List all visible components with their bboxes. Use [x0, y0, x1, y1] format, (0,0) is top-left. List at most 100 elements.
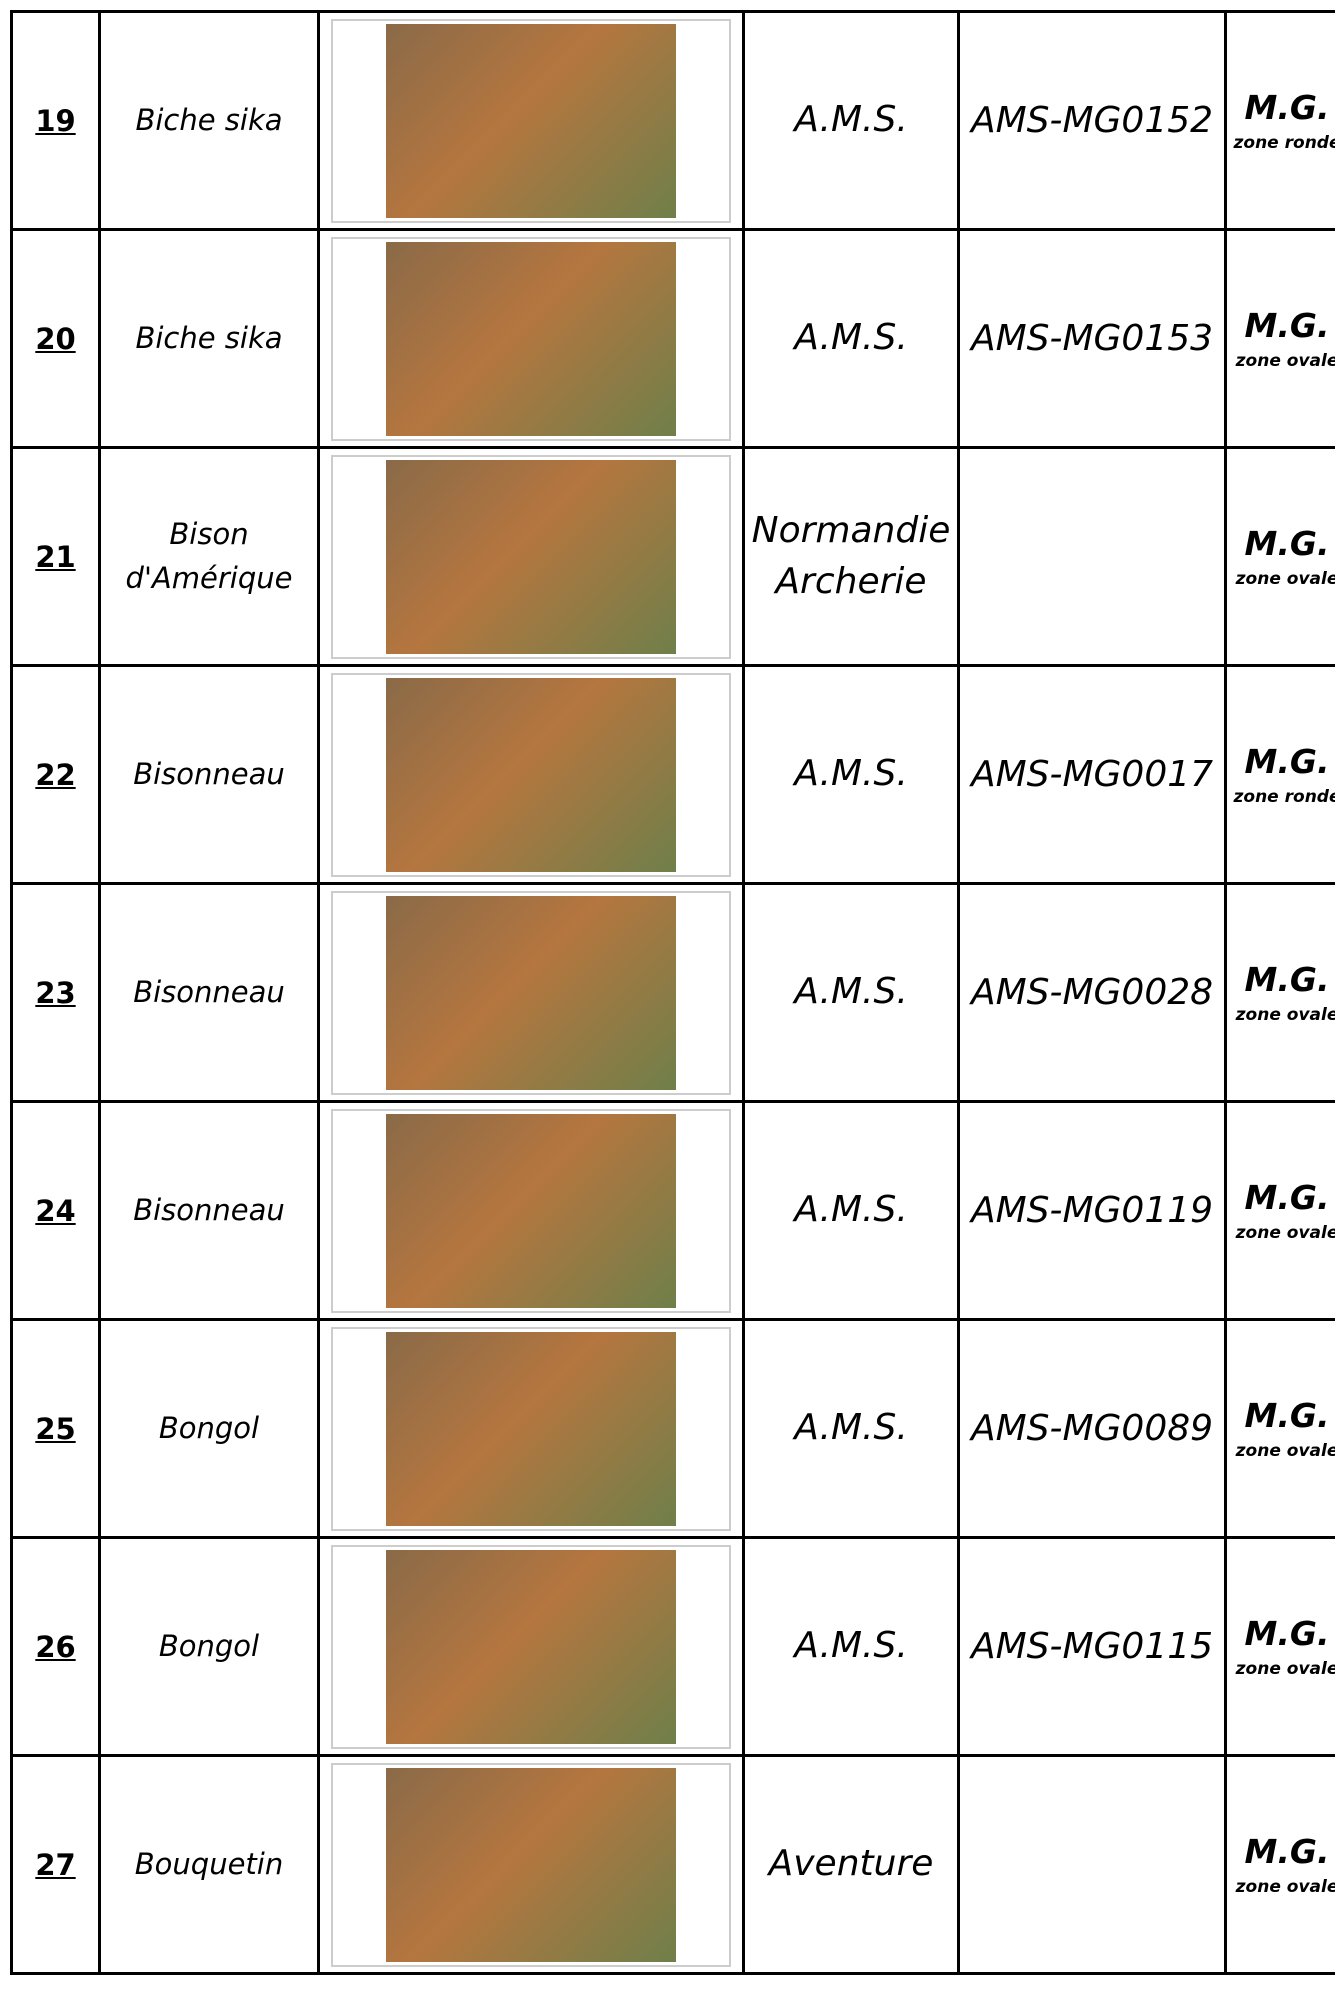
table-row: 24 Bisonneau A.M.S. AMS-MG0119 M.G. zone oval… [10, 1100, 1335, 1321]
zone-cell: M.G. zone ovale [1224, 882, 1335, 1103]
zone-label: M.G. [1244, 88, 1330, 127]
maker: Normandie Archerie [742, 446, 960, 667]
animal-name: Bisonneau [98, 882, 320, 1103]
image-frame [331, 236, 731, 441]
target-number: 27 [10, 1754, 101, 1975]
table-row: 26 Bongol A.M.S. AMS-MG0115 M.G. zone ovale [10, 1536, 1335, 1757]
zone-type: zone ovale [1235, 1659, 1335, 1679]
animal-name: Bisonneau [98, 664, 320, 885]
table-body: 19 Biche sika A.M.S. AMS-MG0152 M.G. zone ron… [10, 10, 1335, 1975]
target-number: 24 [10, 1100, 101, 1321]
zone-type: zone ronde [1233, 787, 1335, 807]
reference-empty [957, 1754, 1227, 1975]
zone-type: zone ovale [1235, 1223, 1335, 1243]
zone-type: zone ronde [1233, 133, 1335, 153]
target-number: 22 [10, 664, 101, 885]
maker: Aventure [742, 1754, 960, 1975]
target-photo [386, 1767, 676, 1962]
zone-label: M.G. [1244, 1178, 1330, 1217]
animal-name: Biche sika [98, 228, 320, 449]
zone-cell: M.G. zone ovale [1224, 1536, 1335, 1757]
image-frame [331, 890, 731, 1095]
target-photo [386, 241, 676, 436]
table-row: 23 Bisonneau A.M.S. AMS-MG0028 M.G. zone oval… [10, 882, 1335, 1103]
zone-cell: M.G. zone ovale [1224, 1100, 1335, 1321]
image-cell [317, 882, 745, 1103]
target-number: 23 [10, 882, 101, 1103]
table-row: 21 Bison d'Amérique Normandie Archerie M.G.… [10, 446, 1335, 667]
maker: A.M.S. [742, 664, 960, 885]
reference: AMS-MG0028 [957, 882, 1227, 1103]
target-photo [386, 1331, 676, 1526]
zone-label: M.G. [1244, 960, 1330, 999]
reference: AMS-MG0152 [957, 10, 1227, 231]
target-photo [386, 1113, 676, 1308]
target-number: 20 [10, 228, 101, 449]
animal-name: Biche sika [98, 10, 320, 231]
table-row: 19 Biche sika A.M.S. AMS-MG0152 M.G. zone ron… [10, 10, 1335, 231]
maker: A.M.S. [742, 10, 960, 231]
image-cell [317, 228, 745, 449]
target-photo [386, 677, 676, 872]
target-photo [386, 459, 676, 654]
table-row: 27 Bouquetin Aventure M.G. zone ovale [10, 1754, 1335, 1975]
image-cell [317, 1100, 745, 1321]
reference: AMS-MG0017 [957, 664, 1227, 885]
zone-type: zone ovale [1235, 569, 1335, 589]
image-cell [317, 446, 745, 667]
target-photo [386, 1549, 676, 1744]
image-frame [331, 1544, 731, 1749]
image-frame [331, 1108, 731, 1313]
image-frame [331, 1326, 731, 1531]
target-number: 21 [10, 446, 101, 667]
image-cell [317, 1536, 745, 1757]
target-number: 26 [10, 1536, 101, 1757]
targets-table: 19 Biche sika A.M.S. AMS-MG0152 M.G. zone ron… [10, 10, 1335, 1975]
zone-cell: M.G. zone ronde [1224, 10, 1335, 231]
image-frame [331, 1762, 731, 1967]
target-photo [386, 23, 676, 218]
zone-cell: M.G. zone ovale [1224, 446, 1335, 667]
maker: A.M.S. [742, 228, 960, 449]
target-number: 19 [10, 10, 101, 231]
reference: AMS-MG0153 [957, 228, 1227, 449]
table-row: 25 Bongol A.M.S. AMS-MG0089 M.G. zone ovale [10, 1318, 1335, 1539]
reference: AMS-MG0115 [957, 1536, 1227, 1757]
zone-cell: M.G. zone ovale [1224, 1754, 1335, 1975]
animal-name: Bisonneau [98, 1100, 320, 1321]
zone-label: M.G. [1244, 1832, 1330, 1871]
image-frame [331, 18, 731, 223]
maker: A.M.S. [742, 1100, 960, 1321]
zone-label: M.G. [1244, 1614, 1330, 1653]
zone-type: zone ovale [1235, 1877, 1335, 1897]
target-number: 25 [10, 1318, 101, 1539]
animal-name: Bongol [98, 1536, 320, 1757]
reference-empty [957, 446, 1227, 667]
image-frame [331, 672, 731, 877]
animal-name: Bongol [98, 1318, 320, 1539]
target-photo [386, 895, 676, 1090]
zone-type: zone ovale [1235, 1005, 1335, 1025]
image-cell [317, 1318, 745, 1539]
zone-cell: M.G. zone ronde [1224, 664, 1335, 885]
table-row: 20 Biche sika A.M.S. AMS-MG0153 M.G. zone ova… [10, 228, 1335, 449]
zone-cell: M.G. zone ovale [1224, 228, 1335, 449]
maker: A.M.S. [742, 1318, 960, 1539]
animal-name: Bison d'Amérique [98, 446, 320, 667]
zone-label: M.G. [1244, 1396, 1330, 1435]
zone-type: zone ovale [1235, 351, 1335, 371]
zone-label: M.G. [1244, 742, 1330, 781]
image-cell [317, 1754, 745, 1975]
zone-label: M.G. [1244, 306, 1330, 345]
maker: A.M.S. [742, 882, 960, 1103]
maker: A.M.S. [742, 1536, 960, 1757]
zone-label: M.G. [1244, 524, 1330, 563]
animal-name: Bouquetin [98, 1754, 320, 1975]
table-row: 22 Bisonneau A.M.S. AMS-MG0017 M.G. zone rond… [10, 664, 1335, 885]
reference: AMS-MG0119 [957, 1100, 1227, 1321]
zone-cell: M.G. zone ovale [1224, 1318, 1335, 1539]
image-cell [317, 10, 745, 231]
reference: AMS-MG0089 [957, 1318, 1227, 1539]
zone-type: zone ovale [1235, 1441, 1335, 1461]
